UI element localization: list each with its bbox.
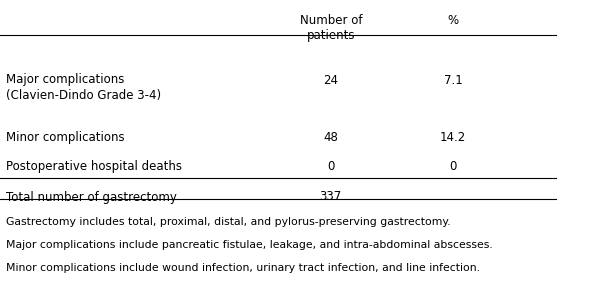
Text: 48: 48	[323, 130, 338, 143]
Text: Total number of gastrectomy: Total number of gastrectomy	[5, 190, 176, 203]
Text: Major complications include pancreatic fistulae, leakage, and intra-abdominal ab: Major complications include pancreatic f…	[5, 240, 492, 250]
Text: %: %	[448, 14, 458, 26]
Text: Number of
patients: Number of patients	[300, 14, 362, 41]
Text: Minor complications: Minor complications	[5, 130, 124, 143]
Text: 0: 0	[327, 160, 335, 172]
Text: 0: 0	[450, 160, 457, 172]
Text: Postoperative hospital deaths: Postoperative hospital deaths	[5, 160, 182, 172]
Text: Major complications
(Clavien-Dindo Grade 3-4): Major complications (Clavien-Dindo Grade…	[5, 74, 160, 101]
Text: Gastrectomy includes total, proximal, distal, and pylorus-preserving gastrectomy: Gastrectomy includes total, proximal, di…	[5, 217, 450, 226]
Text: 24: 24	[323, 74, 338, 86]
Text: 7.1: 7.1	[444, 74, 463, 86]
Text: Minor complications include wound infection, urinary tract infection, and line i: Minor complications include wound infect…	[5, 263, 480, 273]
Text: 337: 337	[320, 190, 342, 203]
Text: 14.2: 14.2	[440, 130, 466, 143]
